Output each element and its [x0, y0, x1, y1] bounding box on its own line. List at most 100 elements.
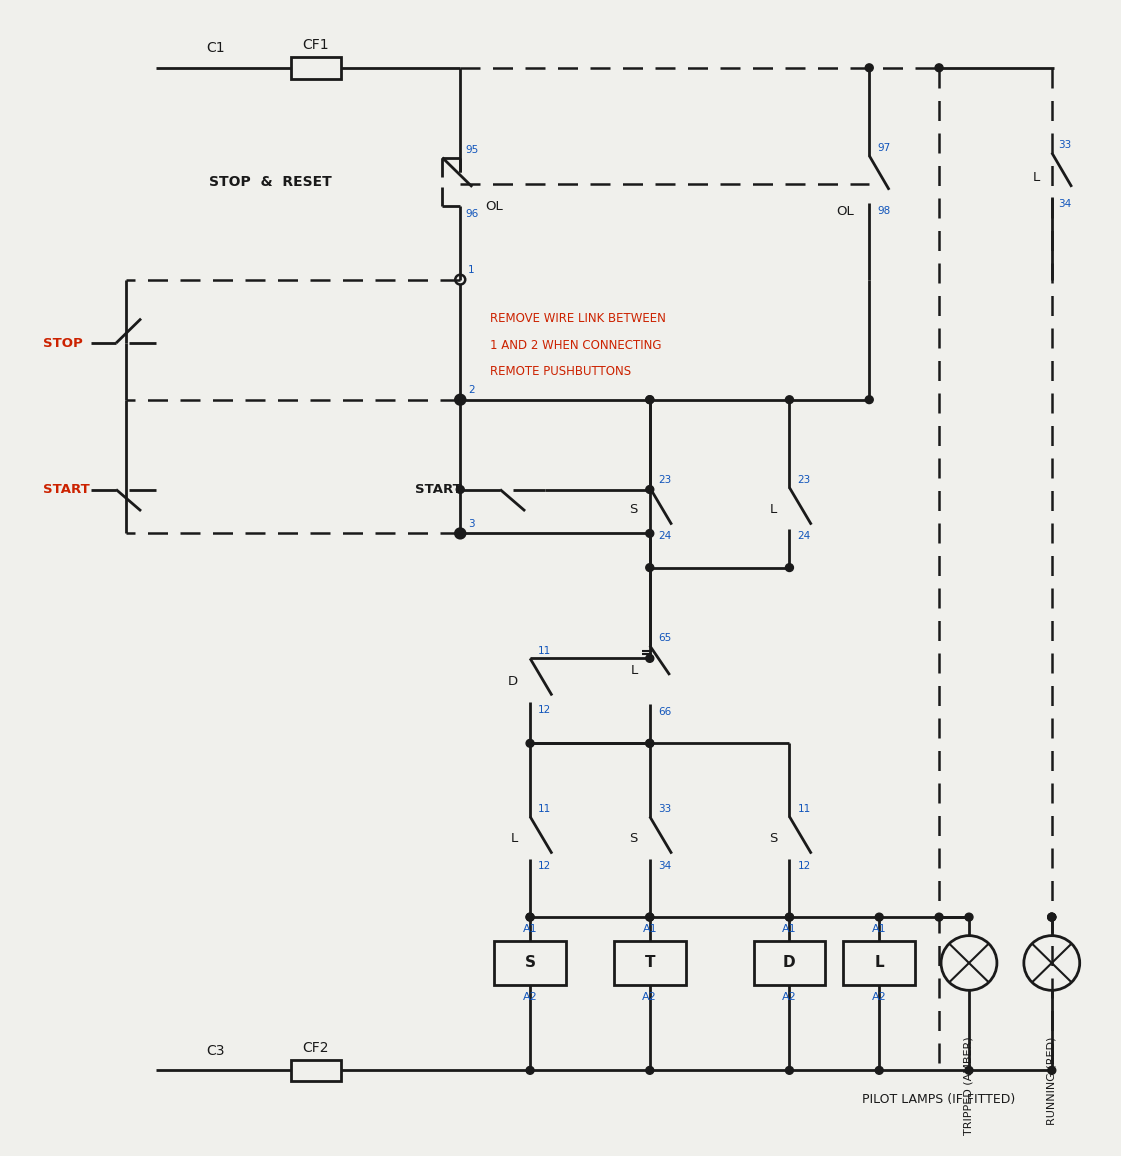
Circle shape: [876, 913, 883, 921]
Circle shape: [526, 913, 534, 921]
Text: 65: 65: [658, 632, 671, 643]
Text: CF2: CF2: [303, 1040, 328, 1055]
Text: 23: 23: [797, 475, 810, 484]
Text: C1: C1: [206, 42, 225, 55]
Circle shape: [646, 913, 654, 921]
Text: 98: 98: [878, 206, 890, 216]
Text: S: S: [769, 832, 778, 845]
Circle shape: [456, 395, 464, 403]
Circle shape: [935, 64, 943, 72]
Circle shape: [1048, 913, 1056, 921]
Circle shape: [786, 395, 794, 403]
Text: S: S: [629, 832, 638, 845]
Text: 12: 12: [797, 861, 810, 872]
Circle shape: [526, 1067, 534, 1074]
Text: STOP: STOP: [44, 336, 83, 349]
Text: 1 AND 2 WHEN CONNECTING: 1 AND 2 WHEN CONNECTING: [490, 339, 661, 351]
Circle shape: [786, 1067, 794, 1074]
Text: C3: C3: [206, 1044, 225, 1058]
Bar: [843, 941, 915, 985]
Text: CF1: CF1: [303, 38, 328, 52]
Circle shape: [526, 913, 534, 921]
Text: 3: 3: [469, 519, 475, 528]
Text: RUNNING (RED): RUNNING (RED): [1047, 1036, 1057, 1125]
Text: 95: 95: [465, 144, 479, 155]
Text: 34: 34: [658, 861, 671, 872]
Circle shape: [935, 913, 943, 921]
Circle shape: [456, 486, 464, 494]
Text: 12: 12: [538, 705, 552, 716]
Circle shape: [965, 1067, 973, 1074]
Circle shape: [786, 913, 794, 921]
Text: STOP  &  RESET: STOP & RESET: [210, 175, 332, 188]
Text: S: S: [629, 503, 638, 516]
Circle shape: [1048, 913, 1056, 921]
Circle shape: [786, 564, 794, 571]
Circle shape: [646, 740, 654, 747]
Text: 11: 11: [797, 803, 810, 814]
Text: 11: 11: [538, 803, 552, 814]
Text: OL: OL: [836, 205, 854, 217]
Text: 1: 1: [469, 265, 475, 275]
Text: 97: 97: [878, 143, 890, 153]
Circle shape: [876, 1067, 883, 1074]
Text: A1: A1: [782, 925, 797, 934]
Text: TRIPPED (AMBER): TRIPPED (AMBER): [964, 1036, 974, 1135]
Text: 11: 11: [538, 645, 552, 655]
Text: A2: A2: [642, 992, 657, 1001]
Circle shape: [865, 395, 873, 403]
Bar: [290, 1060, 341, 1081]
Text: L: L: [511, 832, 518, 845]
Text: S: S: [525, 956, 536, 971]
Circle shape: [456, 529, 464, 538]
Text: D: D: [784, 956, 796, 971]
Text: OL: OL: [485, 200, 503, 213]
Circle shape: [646, 395, 654, 403]
Text: L: L: [770, 503, 778, 516]
Text: A2: A2: [872, 992, 887, 1001]
Circle shape: [646, 486, 654, 494]
Text: A2: A2: [522, 992, 537, 1001]
Circle shape: [786, 913, 794, 921]
Text: REMOTE PUSHBUTTONS: REMOTE PUSHBUTTONS: [490, 365, 631, 378]
Text: A1: A1: [522, 925, 537, 934]
Text: A1: A1: [872, 925, 887, 934]
Circle shape: [646, 395, 654, 403]
Text: 24: 24: [797, 532, 810, 541]
Circle shape: [965, 913, 973, 921]
Text: PILOT LAMPS (IF FITTED): PILOT LAMPS (IF FITTED): [862, 1094, 1016, 1106]
Text: 33: 33: [1058, 140, 1071, 150]
Circle shape: [526, 740, 534, 747]
Text: REMOVE WIRE LINK BETWEEN: REMOVE WIRE LINK BETWEEN: [490, 312, 666, 325]
Circle shape: [646, 564, 654, 571]
Text: D: D: [508, 675, 518, 688]
Circle shape: [646, 1067, 654, 1074]
Text: 66: 66: [658, 707, 671, 717]
Circle shape: [865, 64, 873, 72]
Text: START: START: [44, 483, 90, 496]
Text: L: L: [630, 664, 638, 676]
Bar: [614, 941, 686, 985]
Bar: [494, 941, 566, 985]
Text: START: START: [416, 483, 462, 496]
Text: 23: 23: [658, 475, 671, 484]
Circle shape: [646, 913, 654, 921]
Bar: [290, 57, 341, 79]
Text: A1: A1: [642, 925, 657, 934]
Circle shape: [646, 529, 654, 538]
Bar: [753, 941, 825, 985]
Text: 12: 12: [538, 861, 552, 872]
Text: A2: A2: [782, 992, 797, 1001]
Text: 24: 24: [658, 532, 671, 541]
Text: L: L: [874, 956, 884, 971]
Circle shape: [646, 740, 654, 747]
Text: 34: 34: [1058, 200, 1071, 209]
Text: 33: 33: [658, 803, 671, 814]
Circle shape: [646, 654, 654, 662]
Text: T: T: [645, 956, 655, 971]
Circle shape: [1048, 913, 1056, 921]
Text: 96: 96: [465, 209, 479, 220]
Text: 2: 2: [469, 385, 475, 395]
Circle shape: [1048, 1067, 1056, 1074]
Text: L: L: [1032, 171, 1040, 184]
